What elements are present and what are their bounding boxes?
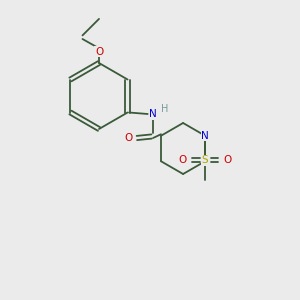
Text: O: O — [124, 133, 133, 143]
Text: H: H — [161, 103, 168, 114]
Text: N: N — [201, 131, 209, 141]
Text: S: S — [202, 155, 208, 165]
Text: N: N — [149, 109, 157, 119]
Text: O: O — [179, 155, 187, 165]
Text: O: O — [95, 47, 103, 57]
Text: O: O — [223, 155, 232, 165]
